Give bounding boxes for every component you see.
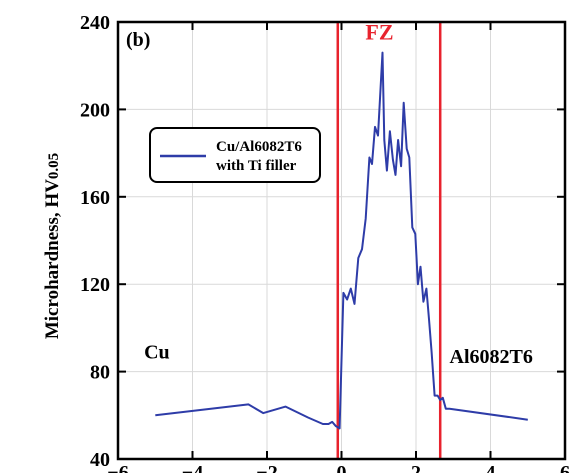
y-tick-label: 80 [90, 362, 110, 384]
legend-label-line1: Cu/Al6082T6 [216, 139, 302, 155]
axis-ticks [117, 21, 566, 460]
y-tick-label: 120 [80, 274, 110, 296]
x-tick-label: −4 [182, 462, 203, 473]
x-tick-label: 0 [337, 462, 347, 473]
annotation-al6082t6: Al6082T6 [450, 346, 533, 368]
y-axis-label-main: Microhardness, HV [42, 179, 63, 339]
x-tick-label: 4 [486, 462, 496, 473]
y-tick-label: 40 [90, 449, 110, 471]
series-line [155, 51, 528, 430]
series-layer [155, 51, 528, 430]
annotation-fz: FZ [365, 19, 393, 44]
x-tick-label: −6 [107, 462, 128, 473]
panel-label: (b) [126, 29, 150, 51]
legend: Cu/Al6082T6 with Ti filler [149, 127, 321, 183]
y-tick-label: 200 [80, 99, 110, 121]
tick-labels: −6 −4 −2 0 2 4 6 40 80 120 160 200 240 [80, 12, 570, 473]
x-tick-label: 2 [411, 462, 421, 473]
x-tick-label: 6 [560, 462, 570, 473]
fusion-zone-boundaries [336, 22, 442, 459]
y-axis-label: Microhardness, HV0.05 [42, 153, 63, 339]
y-axis-label-subscript: 0.05 [46, 153, 62, 179]
legend-box [149, 127, 321, 183]
x-tick-label: −2 [256, 462, 277, 473]
y-tick-label: 160 [80, 187, 110, 209]
annotation-cu: Cu [144, 341, 170, 363]
y-tick-label: 240 [80, 12, 110, 34]
legend-label-line2: with Ti filler [216, 158, 297, 174]
